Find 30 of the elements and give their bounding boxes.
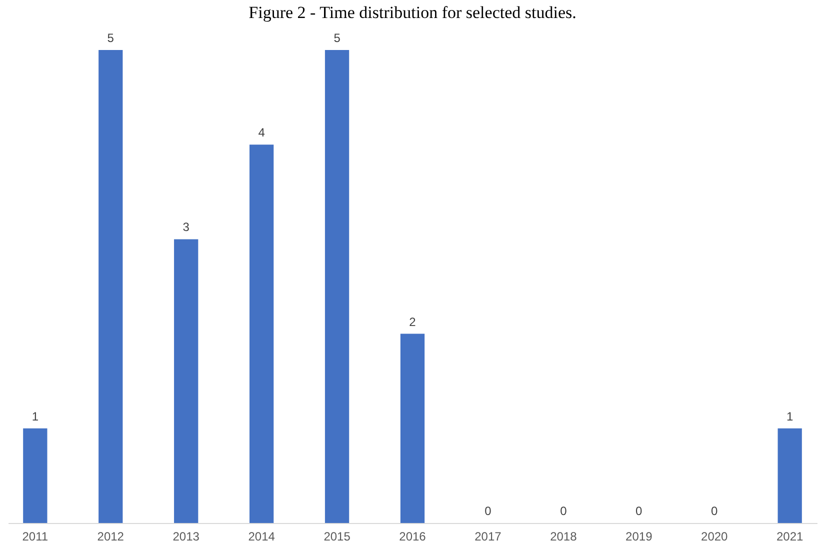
data-label: 5 [334, 31, 341, 45]
x-tick-label: 2012 [97, 530, 124, 544]
data-label: 2 [409, 314, 416, 329]
x-tick-label: 2021 [776, 530, 804, 544]
data-label: 0 [560, 504, 568, 518]
bar [174, 239, 198, 523]
x-tick-label: 2020 [701, 530, 728, 544]
x-tick-label: 2016 [399, 530, 426, 544]
data-label: 0 [711, 504, 718, 518]
data-label: 1 [32, 409, 39, 424]
bar [249, 144, 274, 523]
bar [324, 50, 350, 523]
data-label: 5 [107, 31, 114, 45]
data-label: 0 [484, 504, 492, 518]
x-tick-label: 2019 [626, 530, 653, 544]
x-tick-label: 2018 [550, 530, 578, 544]
data-label: 4 [258, 126, 266, 140]
bar [778, 428, 802, 523]
x-tick-label: 2011 [22, 530, 48, 544]
chart-title: Figure 2 - Time distribution for selected studies. [248, 3, 576, 22]
x-tick-label: 2017 [474, 530, 502, 544]
x-tick-label: 2013 [172, 530, 200, 544]
data-label: 3 [182, 220, 190, 234]
x-tick-label: 2014 [248, 530, 276, 544]
data-label: 1 [786, 409, 794, 424]
data-label: 0 [636, 504, 643, 518]
bar [23, 428, 48, 523]
bar [98, 50, 123, 523]
bar [400, 334, 425, 523]
x-tick-label: 2015 [324, 530, 351, 544]
